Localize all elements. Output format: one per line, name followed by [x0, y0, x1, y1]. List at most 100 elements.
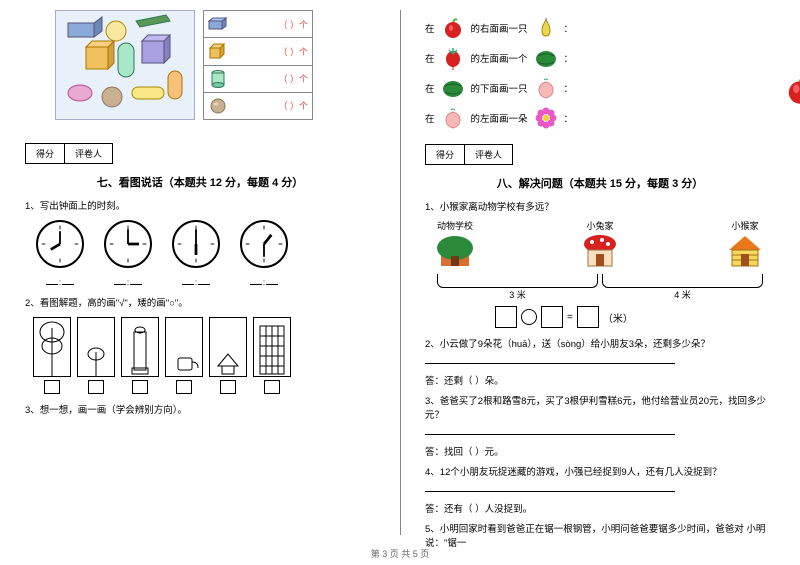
- colon: ：: [564, 21, 574, 35]
- r-a3: 答：找回（ ）元。: [425, 444, 775, 458]
- school-item: 小兔家: [580, 219, 620, 268]
- r-q4: 4、12个小朋友玩捉迷藏的游戏，小强已经捉到9人，还有几人没捉到？: [425, 464, 775, 478]
- fruit-row-2: 在 的左面画一个 ：: [425, 46, 775, 70]
- r-q1: 1、小猴家离动物学校有多远？: [425, 199, 775, 213]
- check-box: [176, 380, 192, 394]
- height-item: [253, 317, 291, 394]
- check-box: [264, 380, 280, 394]
- clock-sep: :: [195, 278, 197, 287]
- sphere-icon: [208, 97, 228, 115]
- mid-text: 的左面画一个: [471, 51, 528, 65]
- shapes-scene: [55, 10, 195, 120]
- eq-box: [577, 306, 599, 328]
- eq-box: [495, 306, 517, 328]
- count-blank: （ ）个: [278, 45, 308, 58]
- colon: ：: [564, 51, 574, 65]
- grader-label: 评卷人: [65, 144, 112, 163]
- cube-icon: [208, 42, 228, 60]
- mid-text: 的下面画一只: [471, 81, 528, 95]
- count-blank: （ ）个: [278, 18, 308, 31]
- watermelon-icon: [441, 76, 465, 100]
- distance-1: 3 米: [509, 288, 526, 301]
- work-line: [425, 354, 675, 364]
- shapes-count-table: （ ）个 （ ）个 （ ）个 （ ）个: [203, 10, 313, 120]
- table-row: （ ）个: [204, 11, 312, 38]
- pear-icon: [534, 16, 558, 40]
- apple-icon: [441, 16, 465, 40]
- watermelon-icon: [534, 46, 558, 70]
- eq-circle: [521, 309, 537, 325]
- table-row: （ ）个: [204, 38, 312, 65]
- clock-2: :: [103, 220, 153, 287]
- cuboid-icon: [208, 15, 228, 33]
- school-item: 小猴家: [725, 219, 765, 268]
- clock-sep: :: [59, 278, 61, 287]
- radish-icon: [441, 46, 465, 70]
- colon: ：: [564, 111, 574, 125]
- q3-text: 3、想一想，画一画（学会辨别方向）。: [25, 402, 375, 416]
- page-footer: 第 3 页 共 5 页: [0, 547, 800, 560]
- height-item: [165, 317, 203, 394]
- house-label: 小兔家: [586, 219, 613, 232]
- clock-3: :: [171, 220, 221, 287]
- height-item: [77, 317, 115, 394]
- r-q3: 3、爸爸买了2根和路雪8元，买了3根伊利雪糕6元，他付给营业员20元，找回多少元…: [425, 393, 775, 421]
- section-7-title: 七、看图说话（本题共 12 分，每题 4 分）: [25, 174, 375, 190]
- r-a2: 答：还剩（ ）朵。: [425, 373, 775, 387]
- score-label: 得分: [26, 144, 65, 163]
- work-line: [425, 482, 675, 492]
- clock-4: :: [239, 220, 289, 287]
- peach-icon: [441, 106, 465, 130]
- pre-text: 在: [425, 21, 435, 35]
- shapes-panel: （ ）个 （ ）个 （ ）个 （ ）个: [55, 10, 375, 120]
- pre-text: 在: [425, 51, 435, 65]
- mid-text: 的右面画一只: [471, 21, 528, 35]
- count-blank: （ ）个: [278, 99, 308, 112]
- clock-1: :: [35, 220, 85, 287]
- eq-equals: =: [567, 312, 573, 323]
- cylinder-icon: [208, 70, 228, 88]
- eq-unit: （米）: [603, 310, 633, 325]
- score-box: 得分 评卷人: [425, 144, 513, 165]
- r-a4: 答：还有（ ）人没捉到。: [425, 501, 775, 515]
- floating-apple-icon: [785, 75, 800, 105]
- eq-box: [541, 306, 563, 328]
- count-blank: （ ）个: [278, 72, 308, 85]
- fruit-row-4: 在 的左面画一朵 ：: [425, 106, 775, 130]
- height-item: [33, 317, 71, 394]
- height-item: [121, 317, 159, 394]
- q1-text: 1、写出钟面上的时刻。: [25, 198, 375, 212]
- r-q5: 5、小明回家时看到爸爸正在锯一根钢管，小明问爸爸要锯多少时间，爸爸对 小明说："…: [425, 521, 775, 549]
- q2-text: 2、看图解题，高的画"√"，矮的画"○"。: [25, 295, 375, 309]
- score-box: 得分 评卷人: [25, 143, 113, 164]
- right-column: 在 的右面画一只 ： 在 的左面画一个 ： 在 的下面画一只 ： 在: [400, 0, 800, 565]
- score-label: 得分: [426, 145, 465, 164]
- bracket-1: 3 米: [437, 274, 598, 288]
- house-label: 小猴家: [731, 219, 758, 232]
- grader-label: 评卷人: [465, 145, 512, 164]
- fruit-row-3: 在 的下面画一只 ：: [425, 76, 775, 100]
- colon: ：: [564, 81, 574, 95]
- house-label: 动物学校: [437, 219, 473, 232]
- school-row: 动物学校 小兔家 小猴家: [435, 219, 765, 268]
- distance-2: 4 米: [674, 288, 691, 301]
- fruit-row-1: 在 的右面画一只 ：: [425, 16, 775, 40]
- pre-text: 在: [425, 111, 435, 125]
- height-item: [209, 317, 247, 394]
- bracket-2: 4 米: [602, 274, 763, 288]
- table-row: （ ）个: [204, 93, 312, 119]
- check-box: [132, 380, 148, 394]
- check-box: [88, 380, 104, 394]
- peach-icon: [534, 76, 558, 100]
- r-q2: 2、小云做了9朵花（huā），送（sòng）给小朋友3朵，还剩多少朵？: [425, 336, 775, 350]
- mid-text: 的左面画一朵: [471, 111, 528, 125]
- section-8-title: 八、解决问题（本题共 15 分，每题 3 分）: [425, 175, 775, 191]
- school-item: 动物学校: [435, 219, 475, 268]
- bracket-row: 3 米 4 米: [435, 274, 765, 288]
- check-box: [44, 380, 60, 394]
- pre-text: 在: [425, 81, 435, 95]
- table-row: （ ）个: [204, 66, 312, 93]
- check-box: [220, 380, 236, 394]
- clock-sep: :: [263, 278, 265, 287]
- flower-icon: [534, 106, 558, 130]
